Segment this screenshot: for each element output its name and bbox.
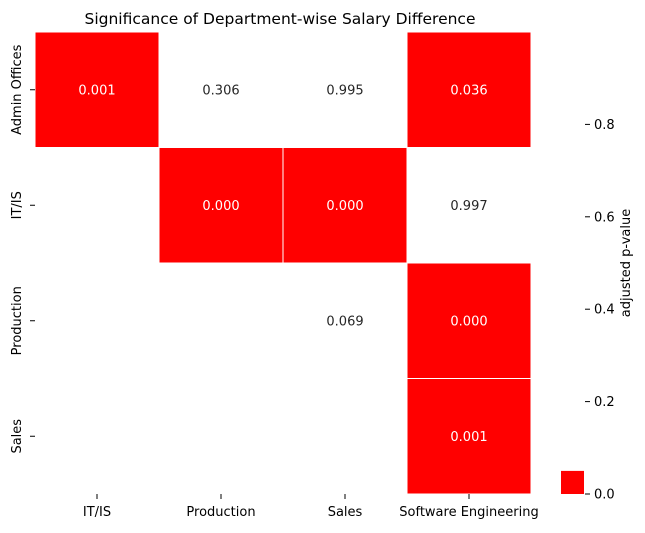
row-tick-label: Production	[10, 286, 25, 355]
row-tick-label: Admin Offices	[10, 44, 25, 135]
row-tick-labels: Admin Offices IT/IS Production Sales	[10, 44, 35, 454]
column-tick-label: Software Engineering	[399, 505, 538, 520]
heatmap-cell	[158, 31, 284, 148]
colorbar-tick-label: 0.4	[594, 303, 615, 318]
row-tick-label: IT/IS	[10, 191, 25, 219]
cell-value-label: 0.000	[326, 199, 363, 214]
cell-value-label: 0.069	[326, 314, 363, 329]
column-tick-label: Sales	[328, 505, 363, 520]
heatmap-cell	[34, 31, 160, 148]
heatmap-cell	[406, 31, 532, 148]
cell-value-label: 0.997	[450, 199, 487, 214]
cell-value-label: 0.001	[450, 430, 487, 445]
colorbar-tick-label: 0.0	[594, 488, 615, 503]
chart-title: Significance of Department-wise Salary D…	[84, 10, 475, 28]
heatmap-cell	[406, 378, 532, 495]
colorbar-significant-band	[561, 470, 584, 494]
column-tick-labels: IT/IS Production Sales Software Engineering	[83, 494, 539, 520]
row-tick-label: Sales	[10, 419, 25, 454]
cell-value-label: 0.001	[78, 83, 115, 98]
heatmap-cell	[282, 31, 408, 148]
cell-value-label: 0.036	[450, 83, 487, 98]
column-tick-label: Production	[186, 505, 255, 520]
cell-value-label: 0.995	[326, 83, 363, 98]
heatmap-cell	[282, 147, 408, 264]
cell-value-label: 0.000	[450, 314, 487, 329]
heatmap-cell	[282, 262, 408, 379]
colorbar-label: adjusted p-value	[619, 209, 634, 317]
colorbar-tick-label: 0.8	[594, 118, 615, 133]
colorbar-tick-label: 0.2	[594, 395, 615, 410]
colorbar: 0.0 0.2 0.4 0.6 0.8	[561, 118, 615, 503]
heatmap-cell	[158, 147, 284, 264]
cell-value-label: 0.306	[202, 83, 239, 98]
column-tick-label: IT/IS	[83, 505, 111, 520]
colorbar-tick-label: 0.6	[594, 210, 615, 225]
cell-value-label: 0.000	[202, 199, 239, 214]
heatmap-cells: 0.001 0.306 0.995 0.036 0.000 0.000 0.997 0.069…	[34, 31, 532, 495]
